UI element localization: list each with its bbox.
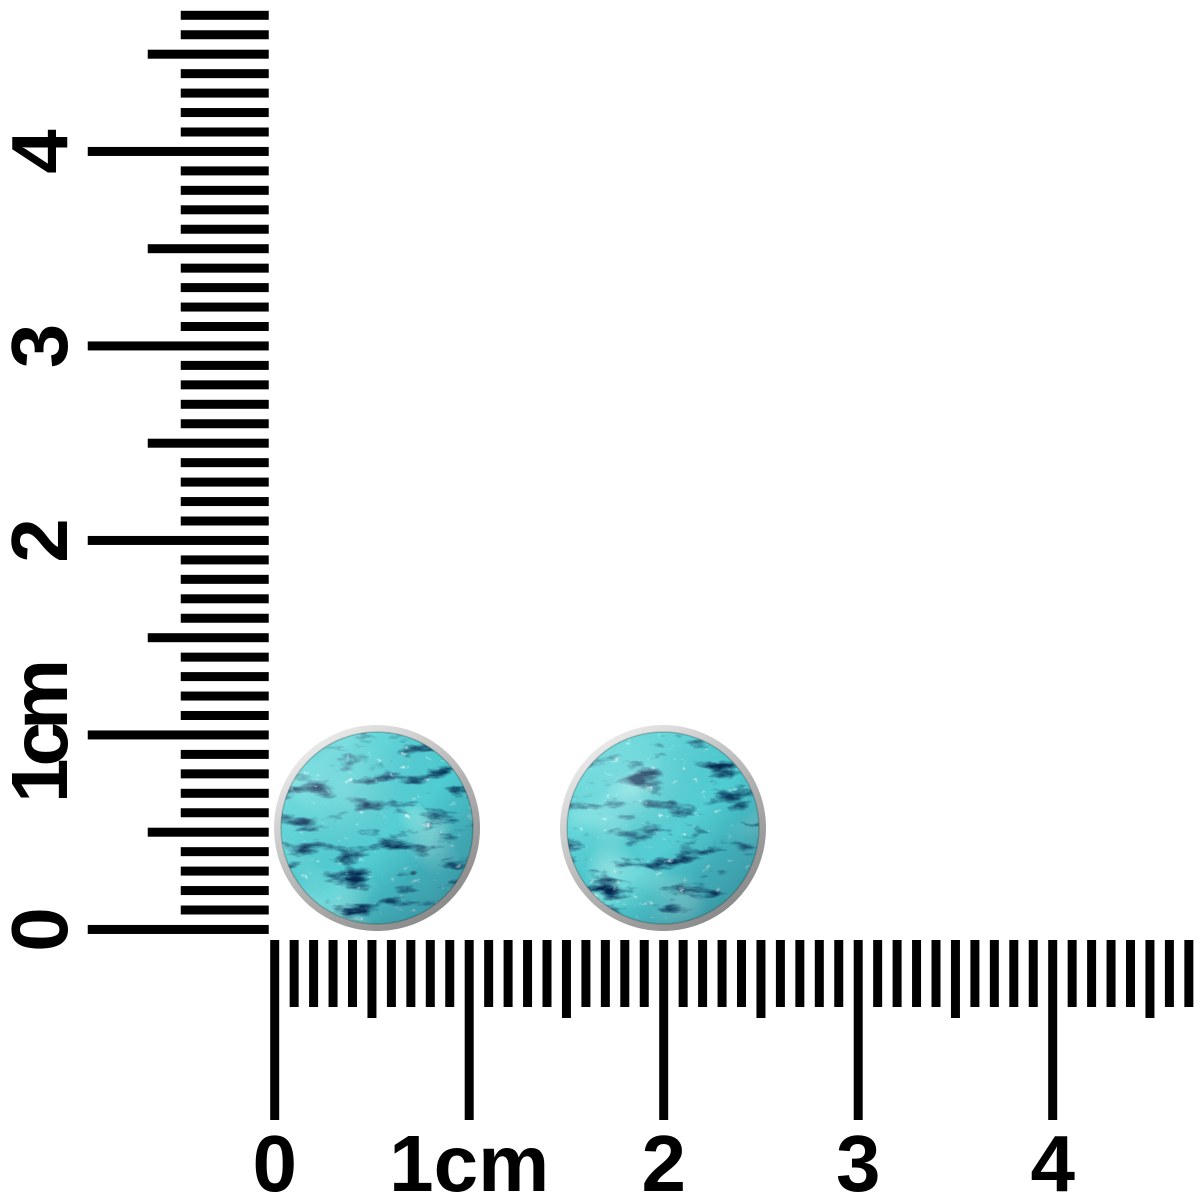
svg-text:0: 0 <box>0 907 84 952</box>
svg-text:1cm: 1cm <box>0 663 84 803</box>
svg-text:3: 3 <box>0 324 84 369</box>
svg-text:2: 2 <box>0 518 84 563</box>
svg-text:0: 0 <box>252 1119 297 1200</box>
svg-text:4: 4 <box>0 129 84 174</box>
svg-text:4: 4 <box>1030 1119 1075 1200</box>
svg-text:3: 3 <box>836 1119 881 1200</box>
svg-text:2: 2 <box>641 1119 686 1200</box>
svg-text:1cm: 1cm <box>389 1119 549 1200</box>
